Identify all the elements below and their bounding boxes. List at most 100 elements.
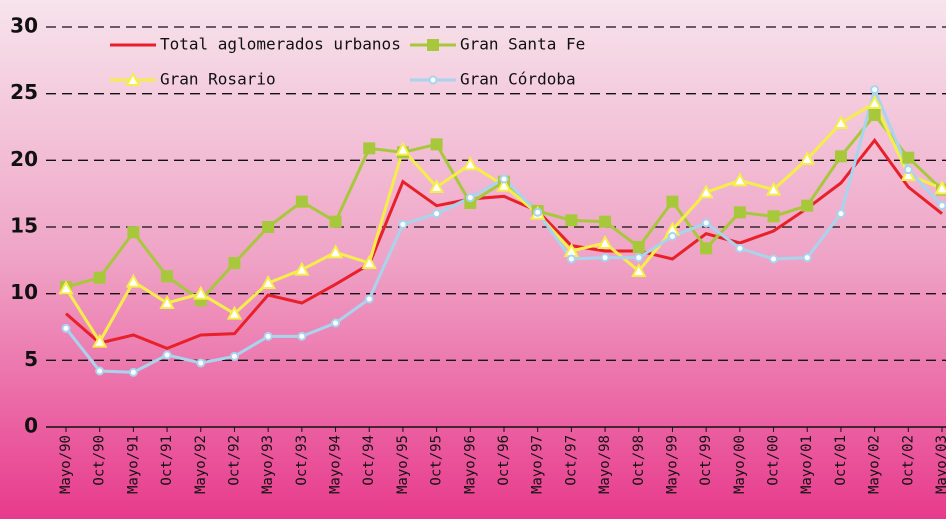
y-tick-label: 5 xyxy=(24,347,38,371)
data-point xyxy=(732,172,748,187)
data-point xyxy=(159,294,175,309)
data-point xyxy=(462,156,478,171)
legend-label: Gran Córdoba xyxy=(460,70,576,89)
data-point xyxy=(902,151,915,164)
data-point xyxy=(934,180,946,195)
data-point xyxy=(700,242,713,255)
legend-marker xyxy=(428,75,438,85)
data-point xyxy=(769,254,779,264)
data-point xyxy=(767,210,780,223)
data-point xyxy=(428,178,445,193)
data-point xyxy=(937,201,946,211)
x-tick-label: Oct/98 xyxy=(631,435,647,486)
data-point xyxy=(870,85,880,95)
data-point xyxy=(631,262,647,277)
legend-label: Total aglomerados urbanos xyxy=(160,35,401,54)
x-tick-label: Oct/02 xyxy=(900,435,916,486)
data-point xyxy=(533,207,543,217)
data-point xyxy=(565,214,578,227)
x-tick-label: Mayo/97 xyxy=(530,435,546,494)
data-point xyxy=(193,285,209,300)
data-point xyxy=(93,271,106,284)
data-point xyxy=(162,350,172,360)
data-point xyxy=(327,244,344,259)
data-point xyxy=(430,138,443,151)
data-point xyxy=(295,195,308,208)
y-tick-label: 0 xyxy=(24,414,38,438)
x-tick-label: Mayo/90 xyxy=(58,435,74,494)
data-point xyxy=(799,150,815,165)
data-point xyxy=(496,177,512,192)
data-point xyxy=(229,351,239,361)
x-tick-label: Oct/93 xyxy=(294,435,310,486)
series-line xyxy=(65,137,943,350)
data-point xyxy=(499,174,509,184)
data-point xyxy=(900,166,916,181)
data-point xyxy=(226,305,243,320)
data-point xyxy=(263,331,273,341)
data-point xyxy=(802,253,812,263)
data-point xyxy=(600,253,610,263)
x-tick-label: Oct/94 xyxy=(361,435,377,486)
data-point xyxy=(801,199,814,212)
data-point xyxy=(329,215,342,228)
data-point xyxy=(866,94,883,109)
y-tick-label: 10 xyxy=(10,280,38,304)
data-point xyxy=(701,218,711,228)
data-point xyxy=(128,367,138,377)
y-tick-label: 20 xyxy=(10,147,38,171)
data-point xyxy=(297,331,307,341)
data-point xyxy=(363,142,376,155)
data-point xyxy=(228,257,241,269)
data-point xyxy=(833,114,849,129)
data-point xyxy=(331,318,341,328)
x-tick-label: Oct/00 xyxy=(766,435,782,486)
x-tick-label: Mayo/01 xyxy=(799,435,815,494)
x-tick-label: Mayo/98 xyxy=(597,435,613,494)
x-tick-label: Mayo/91 xyxy=(125,435,141,494)
x-tick-label: Mayo/92 xyxy=(193,435,209,494)
data-point xyxy=(666,195,679,208)
x-tick-label: Oct/95 xyxy=(429,435,445,486)
data-point xyxy=(765,181,782,196)
x-tick-label: Oct/91 xyxy=(159,435,175,486)
data-point xyxy=(868,109,881,121)
data-point xyxy=(432,209,442,219)
legend: Total aglomerados urbanos Gran Santa Fe Gr… xyxy=(110,35,585,89)
data-point xyxy=(260,274,276,289)
data-point xyxy=(398,219,408,229)
x-tick-label: Oct/97 xyxy=(563,435,579,486)
data-point xyxy=(836,209,846,219)
legend-marker xyxy=(427,39,439,51)
data-point xyxy=(161,270,174,283)
data-point xyxy=(834,150,847,163)
data-point xyxy=(903,165,913,175)
data-point xyxy=(127,226,140,239)
data-point xyxy=(61,323,71,333)
x-tick-label: Oct/99 xyxy=(698,435,714,486)
x-tick-label: Oct/96 xyxy=(496,435,512,486)
legend-marker xyxy=(125,71,141,86)
y-tick-label: 25 xyxy=(10,80,38,104)
data-point xyxy=(634,253,644,263)
x-tick-label: Oct/90 xyxy=(92,435,108,486)
x-tick-label: Mayo/02 xyxy=(867,435,883,494)
data-point xyxy=(632,241,645,253)
data-point xyxy=(698,184,714,199)
y-tick-label: 30 xyxy=(10,14,38,38)
data-point xyxy=(92,333,108,348)
x-tick-label: Oct/01 xyxy=(833,435,849,486)
data-point xyxy=(735,243,745,253)
data-point xyxy=(667,231,677,241)
data-point xyxy=(465,193,475,203)
data-point xyxy=(597,234,613,249)
data-point xyxy=(733,206,746,219)
x-tick-label: Mayo/95 xyxy=(395,435,411,494)
legend-label: Gran Rosario xyxy=(160,70,276,89)
data-point xyxy=(58,280,74,295)
x-tick-label: Mayo/96 xyxy=(462,435,478,494)
x-tick-label: Oct/92 xyxy=(226,435,242,486)
data-point xyxy=(361,254,377,269)
